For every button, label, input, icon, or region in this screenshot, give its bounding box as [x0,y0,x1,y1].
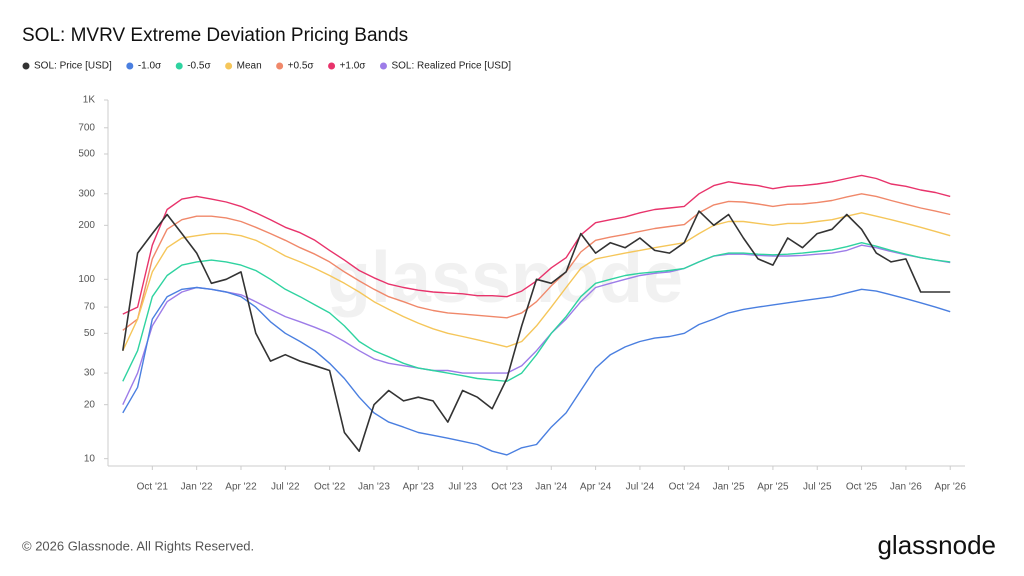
series-line [122,193,951,331]
series-line [122,212,951,351]
x-tick-label: Oct '22 [314,482,346,493]
legend-label: SOL: Realized Price [USD] [391,61,511,72]
x-tick-label: Apr '23 [403,482,435,493]
x-tick-label: Oct '24 [669,482,701,493]
y-tick-label: 500 [78,149,95,160]
legend-label: +0.5σ [288,61,315,72]
legend-marker [379,62,387,70]
footer: © 2026 Glassnode. All Rights Reserved. [22,538,254,553]
series-line [122,244,951,405]
legend-label: -0.5σ [187,61,211,72]
series-line [122,242,951,382]
series-line [122,210,951,452]
x-tick-label: Apr '24 [580,482,612,493]
y-tick-label: 200 [78,220,95,231]
y-tick-label: 100 [78,274,95,285]
y-tick-label: 10 [84,453,96,464]
legend-marker [126,62,134,70]
x-tick-label: Jan '26 [890,482,922,493]
y-tick-label: 20 [84,399,96,410]
x-tick-label: Jan '25 [713,482,745,493]
legend-marker [22,62,30,70]
x-tick-label: Oct '25 [846,482,878,493]
x-tick-label: Oct '21 [137,482,169,493]
x-tick-label: Jan '23 [358,482,390,493]
x-tick-label: Apr '26 [935,482,967,493]
legend-marker [225,62,233,70]
x-tick-label: Apr '25 [757,482,789,493]
x-tick-label: Jul '24 [626,482,655,493]
legend-label: Mean [237,61,262,72]
legend-marker [276,62,284,70]
y-tick-label: 30 [84,368,96,379]
x-tick-label: Jan '22 [181,482,213,493]
legend-label: +1.0σ [340,61,367,72]
watermark: glassnode [327,238,683,318]
y-tick-label: 300 [78,188,95,199]
series-line [122,286,951,456]
y-tick-label: 1K [83,95,96,106]
x-tick-label: Jul '25 [803,482,832,493]
logo: glassnode [877,530,996,560]
y-tick-label: 700 [78,122,95,133]
legend-marker [175,62,183,70]
x-tick-label: Oct '23 [491,482,523,493]
legend-marker [328,62,336,70]
y-tick-label: 70 [84,302,96,313]
legend-label: SOL: Price [USD] [34,61,112,72]
x-tick-label: Jul '22 [271,482,300,493]
x-tick-label: Jul '23 [448,482,477,493]
chart-title: SOL: MVRV Extreme Deviation Pricing Band… [22,25,408,46]
x-tick-label: Jan '24 [535,482,567,493]
x-tick-label: Apr '22 [225,482,257,493]
y-tick-label: 50 [84,328,96,339]
legend-label: -1.0σ [138,61,162,72]
